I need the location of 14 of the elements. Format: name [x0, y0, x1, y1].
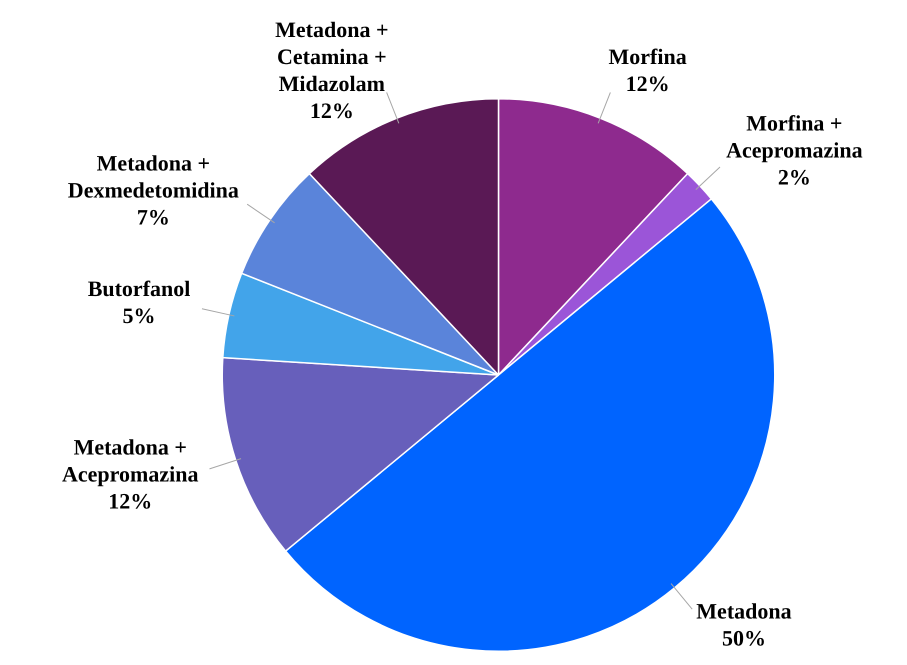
slice-label: Metadona + Cetamina + Midazolam	[275, 17, 389, 96]
slice-label: Butorfanol	[88, 276, 190, 302]
slice-label: Morfina + Acepromazina	[726, 110, 863, 163]
slice-label: Morfina	[608, 44, 687, 70]
data-label: 50%	[722, 625, 766, 650]
slice-label: Metadona + Acepromazina	[62, 434, 198, 486]
data-label: 5%	[122, 303, 156, 328]
data-label: 2%	[778, 164, 811, 190]
slice-label: Metadona	[696, 598, 792, 624]
data-label: 12%	[108, 488, 152, 514]
data-label: 12%	[310, 98, 354, 124]
data-label: 7%	[136, 204, 170, 230]
data-label: 12%	[626, 71, 670, 96]
slice-label: Metadona + Dexmedetomidina	[68, 150, 239, 202]
